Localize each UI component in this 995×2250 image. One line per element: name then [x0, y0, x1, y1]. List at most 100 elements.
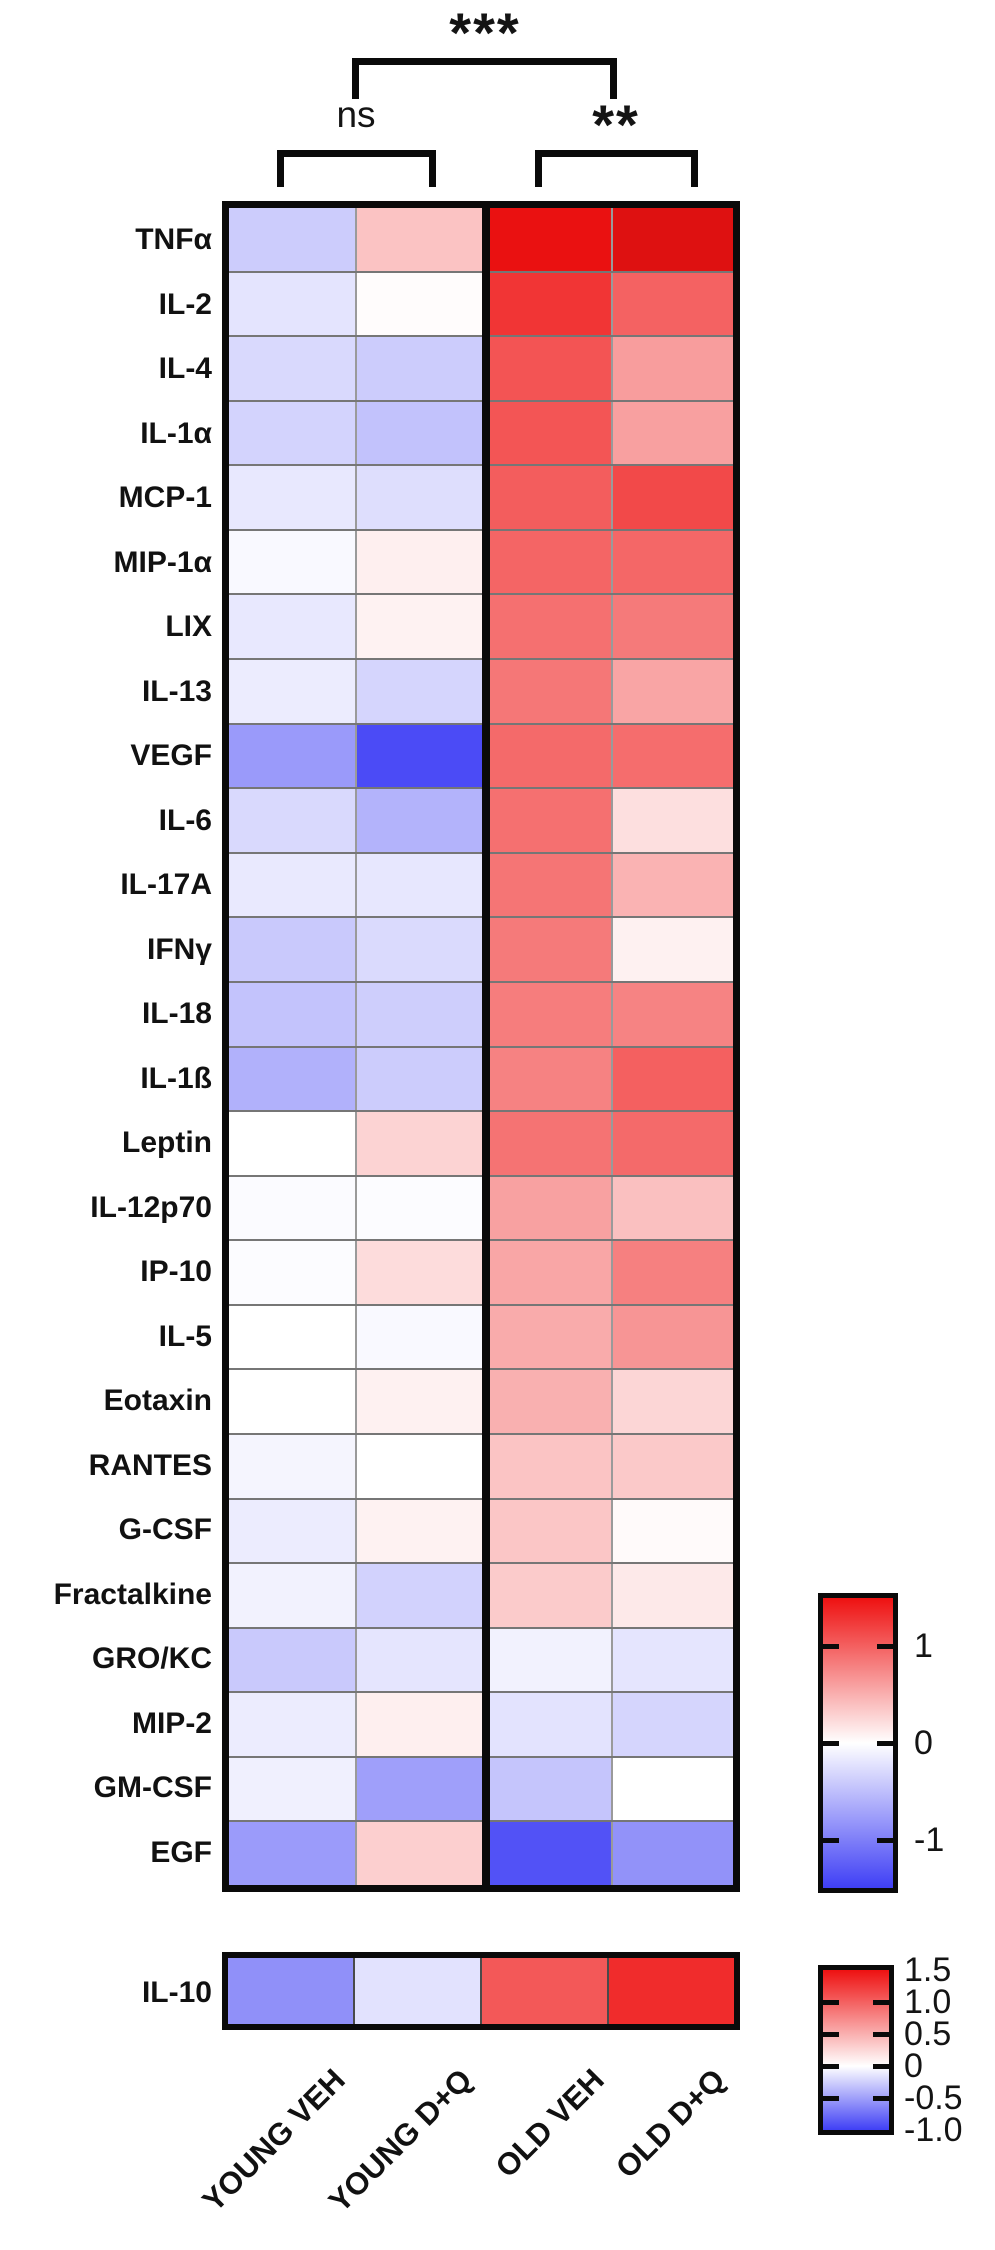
heatmap-row-IFNγ: [490, 916, 733, 981]
row-label: Eotaxin: [103, 1384, 212, 1417]
colorbar-tick-label: -1: [914, 1821, 945, 1859]
heatmap-cell: [354, 1434, 482, 1498]
heatmap-cell: [354, 1693, 482, 1756]
il10-cell: [353, 1958, 480, 2024]
heatmap-cell: [229, 1176, 355, 1240]
heatmap-row-IL-18: [490, 980, 733, 1046]
heatmap-cell: [354, 660, 482, 723]
heatmap-row-MIP-2: [229, 1691, 482, 1756]
significance-young-vs-old: ***: [449, 1, 521, 64]
heatmap-row-G-CSF: [490, 1497, 733, 1563]
heatmap-cell: [229, 1628, 355, 1692]
heatmap-row-TNFα: [229, 208, 482, 271]
heatmap-row-Eotaxin: [490, 1368, 733, 1433]
heatmap-cell: [610, 1564, 733, 1627]
heatmap-row-RANTES: [229, 1432, 482, 1498]
heatmap-row-IFNγ: [229, 916, 482, 981]
il10-heatmap: [222, 1952, 740, 2030]
heatmap-row-MIP-1α: [490, 528, 733, 594]
heatmap-cell: [610, 337, 733, 400]
colorbar-tick: [823, 1741, 839, 1746]
heatmap-row-TNFα: [490, 208, 733, 271]
heatmap-row-Leptin: [490, 1110, 733, 1175]
heatmap-cell: [490, 1693, 611, 1756]
heatmap-cell: [354, 1241, 482, 1304]
colorbar-tick-label: -1.0: [904, 2111, 963, 2149]
heatmap-row-Eotaxin: [229, 1368, 482, 1433]
colorbar-tick-label: -0.5: [904, 2079, 963, 2117]
heatmap-cell: [229, 789, 355, 852]
heatmap-row-LIX: [229, 593, 482, 659]
heatmap-cell: [354, 1822, 482, 1886]
row-label: IL-1α: [140, 416, 212, 450]
heatmap-row-IL-5: [229, 1303, 482, 1369]
heatmap-cell: [490, 1499, 611, 1563]
colorbar-tick: [873, 2000, 889, 2005]
heatmap-cell: [490, 337, 611, 400]
heatmap-row-EGF: [490, 1820, 733, 1886]
heatmap-cell: [490, 1305, 611, 1369]
significance-old-veh-vs-dq: **: [592, 93, 640, 156]
heatmap-row-IL-18: [229, 980, 482, 1046]
heatmap-row-MCP-1: [229, 464, 482, 529]
colorbar-tick: [873, 2032, 889, 2037]
heatmap-cell: [354, 1499, 482, 1563]
colorbar-tick-label: 1: [914, 1627, 933, 1665]
row-label: IL-5: [158, 1319, 212, 1353]
row-label: G-CSF: [118, 1513, 212, 1546]
heatmap-row-IL-1α: [229, 399, 482, 465]
heatmap-cell: [490, 1822, 611, 1886]
heatmap-cell: [610, 660, 733, 723]
heatmap-row-VEGF: [490, 722, 733, 788]
heatmap-row-G-CSF: [229, 1497, 482, 1563]
heatmap-cell: [610, 466, 733, 529]
heatmap-cell: [610, 853, 733, 917]
heatmap-row-RANTES: [490, 1432, 733, 1498]
heatmap-row-IL-2: [229, 270, 482, 336]
heatmap-cell: [354, 853, 482, 917]
heatmap-cell: [229, 337, 355, 400]
colorbar-main: [818, 1593, 898, 1893]
main-heatmap: [222, 201, 740, 1892]
row-label: MCP-1: [118, 481, 212, 514]
heatmap-row-LIX: [490, 593, 733, 659]
heatmap-cell: [610, 1822, 733, 1886]
row-label: EGF: [150, 1835, 212, 1869]
heatmap-row-Fractalkine: [490, 1562, 733, 1627]
bracket-young-vs-old: [352, 58, 617, 99]
heatmap-cell: [354, 1628, 482, 1692]
colorbar-tick-label: 0.5: [904, 2015, 952, 2053]
heatmap-row-IL-1α: [490, 399, 733, 465]
heatmap-cell: [229, 1564, 355, 1627]
heatmap-cell: [610, 1628, 733, 1692]
heatmap-cell: [610, 724, 733, 788]
bracket-young-pair: [277, 150, 436, 187]
heatmap-cell: [354, 208, 482, 271]
heatmap-row-VEGF: [229, 722, 482, 788]
heatmap-cell: [354, 982, 482, 1046]
heatmap-cell: [610, 789, 733, 852]
heatmap-cell: [229, 1693, 355, 1756]
heatmap-row-IP-10: [490, 1239, 733, 1304]
heatmap-cell: [610, 1757, 733, 1821]
heatmap-cell: [610, 272, 733, 336]
heatmap-cell: [490, 1112, 611, 1175]
heatmap-cell: [490, 853, 611, 917]
heatmap-cell: [354, 724, 482, 788]
heatmap-row-Leptin: [229, 1110, 482, 1175]
heatmap-cell: [490, 1370, 611, 1433]
heatmap-cell: [229, 918, 355, 981]
heatmap-cell: [229, 1499, 355, 1563]
heatmap-row-GM-CSF: [490, 1755, 733, 1821]
heatmap-row-IL-1ß: [490, 1045, 733, 1111]
heatmap-row-IL-5: [490, 1303, 733, 1369]
colorbar-tick: [873, 2064, 889, 2069]
row-label: IL-13: [141, 674, 212, 708]
heatmap-cell: [490, 530, 611, 594]
heatmap-cell: [354, 337, 482, 400]
heatmap-cell: [354, 530, 482, 594]
heatmap-cell: [490, 1047, 611, 1111]
heatmap-cell: [354, 1176, 482, 1240]
row-label: MIP-2: [131, 1706, 212, 1740]
heatmap-cell: [354, 595, 482, 659]
